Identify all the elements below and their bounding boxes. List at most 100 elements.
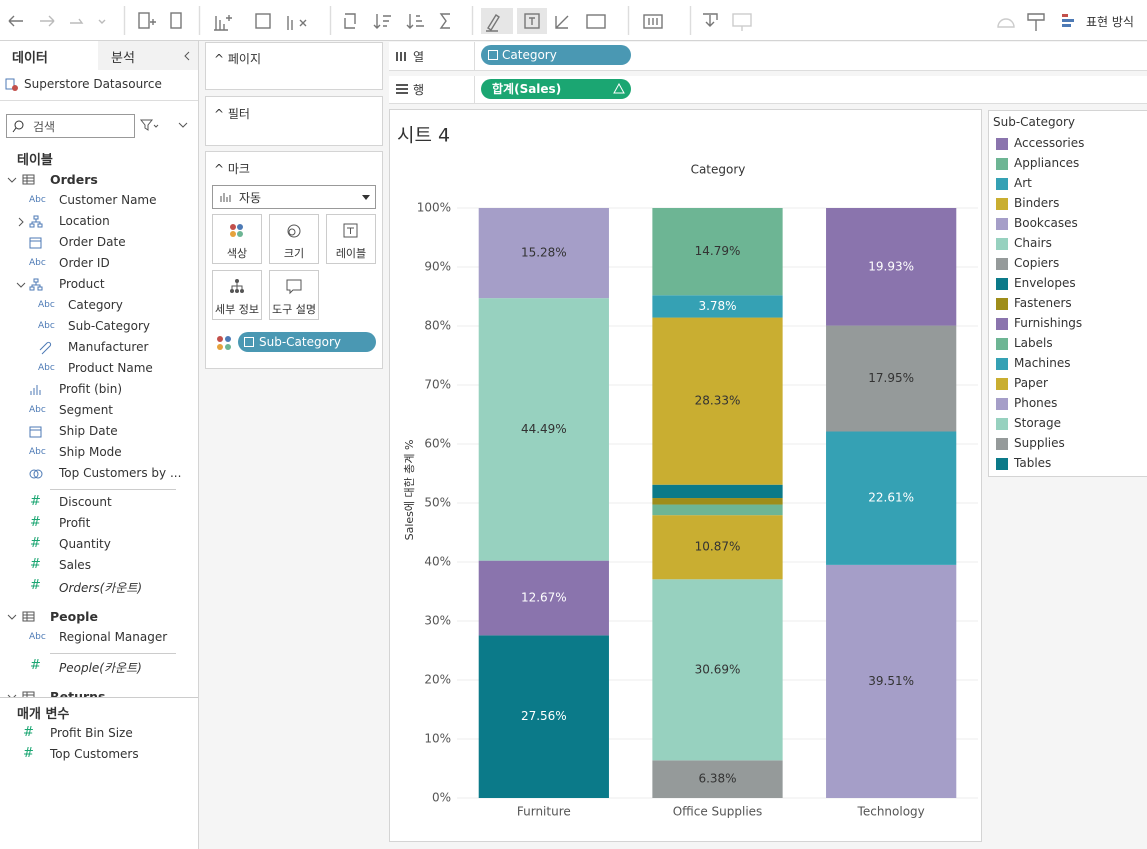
field[interactable]: Sub-Category	[68, 319, 150, 333]
show-labels[interactable]	[524, 13, 540, 29]
tab[interactable]: 데이터	[12, 51, 48, 66]
filter-controls[interactable]	[139, 117, 191, 133]
download[interactable]	[703, 13, 718, 27]
legend-label[interactable]: Art	[1014, 176, 1032, 190]
search-box[interactable]: 검색	[6, 114, 135, 138]
pause[interactable]	[170, 12, 182, 29]
mark-type-icon	[220, 193, 231, 202]
legend-label[interactable]: Phones	[1014, 396, 1058, 410]
undo[interactable]	[8, 15, 23, 27]
legend-label[interactable]: Chairs	[1014, 236, 1052, 250]
tab[interactable]: 분석	[111, 51, 135, 66]
legend-label[interactable]: Paper	[1014, 376, 1048, 390]
sort-asc[interactable]	[373, 14, 391, 29]
fit[interactable]	[586, 14, 606, 29]
mark-button[interactable]: 세부 정보	[212, 270, 262, 320]
cards-toggle[interactable]	[643, 14, 663, 29]
type-icon	[29, 215, 43, 228]
field[interactable]: Sales	[59, 558, 91, 572]
card-title[interactable]: ^ 페이지	[214, 50, 261, 67]
card-title[interactable]: ^ 필터	[214, 105, 250, 122]
expander[interactable]	[16, 280, 26, 290]
legend-label[interactable]: Envelopes	[1014, 276, 1076, 290]
expander[interactable]	[7, 612, 17, 622]
type-icon: Abc	[29, 258, 46, 268]
new-datasource[interactable]	[138, 12, 156, 29]
expander[interactable]	[16, 217, 26, 227]
totals[interactable]	[439, 13, 450, 29]
field[interactable]: Manufacturer	[68, 340, 149, 354]
search-icon	[12, 120, 24, 133]
field[interactable]: Profit (bin)	[59, 382, 123, 396]
field[interactable]: Ship Mode	[59, 445, 122, 459]
field[interactable]: Orders	[50, 172, 98, 187]
field[interactable]: Product Name	[68, 361, 153, 375]
field[interactable]: Top Customers by ...	[59, 466, 182, 480]
legend-label[interactable]: Appliances	[1014, 156, 1080, 170]
field[interactable]: People	[50, 609, 98, 624]
field[interactable]: Ship Date	[59, 424, 118, 438]
highlight[interactable]	[486, 14, 500, 32]
mark-pill[interactable]: Sub-Category	[238, 332, 376, 352]
show-me-icon[interactable]	[1062, 14, 1074, 27]
mark-button[interactable]: 색상	[212, 214, 262, 264]
field[interactable]: Customer Name	[59, 193, 157, 207]
field[interactable]: Returns	[50, 689, 106, 697]
legend-label[interactable]: Accessories	[1014, 136, 1085, 150]
field[interactable]: Regional Manager	[59, 630, 168, 644]
card-title[interactable]: ^ 마크	[214, 160, 250, 177]
mark-button-label: 크기	[283, 247, 305, 260]
field[interactable]: Location	[59, 214, 110, 228]
show-me[interactable]: 표현 방식	[1086, 15, 1134, 29]
field[interactable]: Order Date	[59, 235, 126, 249]
legend-label[interactable]: Binders	[1014, 196, 1060, 210]
field[interactable]: Quantity	[59, 537, 111, 551]
redo[interactable]	[40, 15, 55, 27]
share[interactable]	[997, 18, 1015, 28]
legend-swatch	[996, 198, 1008, 210]
legend-label[interactable]: Storage	[1014, 416, 1061, 430]
expander[interactable]	[7, 692, 17, 697]
legend-label[interactable]: Supplies	[1014, 436, 1065, 450]
mark-button[interactable]: 레이블	[326, 214, 376, 264]
legend-label[interactable]: Fasteners	[1014, 296, 1072, 310]
replay[interactable]	[70, 18, 106, 24]
collapse[interactable]	[182, 50, 192, 62]
legend-label[interactable]: Furnishings	[1014, 316, 1083, 330]
expander[interactable]	[7, 175, 17, 185]
format[interactable]	[1027, 13, 1045, 31]
sort-desc[interactable]	[406, 14, 424, 29]
swap[interactable]	[344, 13, 356, 29]
mark-type[interactable]: 자동	[212, 185, 376, 209]
value-label: 15.28%	[521, 246, 567, 260]
mark-button[interactable]: 크기	[269, 214, 319, 264]
x-tick-label: Technology	[857, 805, 925, 819]
field[interactable]: Discount	[59, 495, 112, 509]
legend-label[interactable]: Bookcases	[1014, 216, 1078, 230]
column-pill[interactable]: Category	[481, 45, 631, 65]
new-sheet[interactable]	[214, 15, 232, 31]
parameter[interactable]: Top Customers	[50, 747, 139, 761]
field[interactable]: Profit	[59, 516, 91, 530]
duplicate[interactable]	[255, 13, 271, 29]
value-label: 14.79%	[695, 244, 741, 258]
legend-swatch	[996, 218, 1008, 230]
presentation[interactable]	[732, 13, 752, 31]
field[interactable]: Segment	[59, 403, 113, 417]
legend-label[interactable]: Copiers	[1014, 256, 1060, 270]
parameter[interactable]: Profit Bin Size	[50, 726, 133, 740]
clear[interactable]	[287, 16, 307, 30]
row-pill[interactable]: 합계(Sales)	[481, 79, 631, 99]
legend-label[interactable]: Tables	[1014, 456, 1052, 470]
field[interactable]: Product	[59, 277, 105, 291]
field[interactable]: Category	[68, 298, 123, 312]
field[interactable]: Order ID	[59, 256, 110, 270]
divider	[474, 76, 475, 103]
fix-axes[interactable]	[555, 15, 569, 29]
legend-label[interactable]: Labels	[1014, 336, 1053, 350]
mark-button[interactable]: 도구 설명	[269, 270, 319, 320]
field[interactable]: Orders(카운트)	[59, 581, 143, 595]
field[interactable]: People(카운트)	[59, 661, 142, 675]
legend-label[interactable]: Machines	[1014, 356, 1071, 370]
datasource[interactable]: Superstore Datasource	[24, 77, 162, 91]
